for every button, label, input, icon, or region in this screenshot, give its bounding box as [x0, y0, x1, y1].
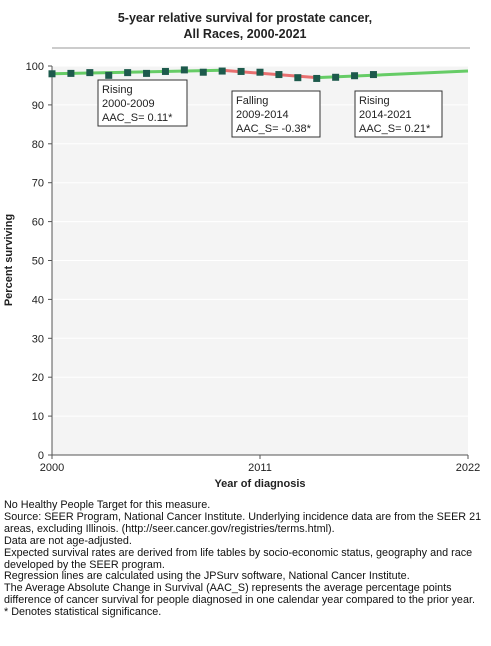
annotation-text: Falling — [236, 95, 268, 107]
x-tick-label: 2022 — [456, 462, 480, 474]
data-point — [199, 68, 207, 76]
data-point — [161, 67, 169, 75]
x-tick-label: 2000 — [40, 462, 64, 474]
y-tick-label: 90 — [32, 100, 44, 112]
data-point — [351, 72, 359, 80]
annotation-text: 2000-2009 — [102, 98, 155, 110]
x-tick-label: 2011 — [248, 462, 272, 474]
data-point — [369, 71, 377, 79]
data-point — [86, 69, 94, 77]
y-tick-label: 60 — [32, 217, 44, 229]
trend-line — [51, 68, 223, 76]
data-point — [218, 67, 226, 75]
x-axis-title: Year of diagnosis — [214, 478, 305, 490]
data-point — [294, 74, 302, 82]
y-tick-label: 10 — [32, 411, 44, 423]
footnotes: No Healthy People Target for this measur… — [4, 499, 490, 619]
annotation-text: 2009-2014 — [236, 109, 289, 121]
data-point — [275, 71, 283, 79]
data-point — [332, 73, 340, 81]
y-tick-label: 80 — [32, 139, 44, 151]
y-tick-label: 30 — [32, 333, 44, 345]
chart-title: 5-year relative survival for prostate ca… — [118, 11, 372, 25]
trend-line — [316, 69, 469, 80]
data-point — [256, 68, 264, 76]
chart-title: All Races, 2000-2021 — [183, 27, 306, 41]
data-point — [124, 69, 132, 77]
footnote: Expected survival rates are derived from… — [4, 546, 473, 571]
footnote: The Average Absolute Change in Survival … — [4, 582, 475, 607]
annotation: Falling 2009-2014 AAC_S= -0.38* — [231, 90, 321, 138]
annotation-text: AAC_S= 0.11* — [102, 112, 173, 124]
annotation-box — [97, 79, 188, 127]
y-axis-title: Percent surviving — [3, 214, 15, 306]
footnote: No Healthy People Target for this measur… — [4, 499, 211, 511]
annotation-box — [354, 90, 443, 138]
footnote: Source: SEER Program, National Cancer In… — [4, 510, 482, 535]
data-point — [143, 69, 151, 77]
y-tick-label: 100 — [26, 61, 44, 73]
footnote: Data are not age-adjusted. — [4, 534, 132, 547]
data-point — [48, 70, 56, 78]
y-tick-label: 40 — [32, 294, 44, 306]
annotation-text: Rising — [102, 84, 133, 96]
chart: 5-year relative survival for prostate ca… — [3, 11, 480, 490]
data-point — [313, 74, 321, 82]
y-tick-label: 50 — [32, 256, 44, 268]
annotation: Rising 2000-2009 AAC_S= 0.11* — [97, 79, 188, 127]
annotation-text: AAC_S= -0.38* — [236, 123, 312, 135]
y-tick-label: 70 — [32, 178, 44, 190]
y-tick-label: 20 — [32, 372, 44, 384]
annotation-text: 2014-2021 — [359, 109, 412, 121]
annotation-box — [231, 90, 321, 138]
footnote: * Denotes statistical significance. — [4, 606, 162, 619]
y-tick-label: 0 — [38, 450, 44, 462]
data-point — [67, 69, 75, 77]
annotation-text: AAC_S= 0.21* — [359, 123, 431, 135]
footnote: Regression lines are calculated using th… — [4, 570, 410, 583]
data-point — [180, 66, 188, 74]
annotation-text: Rising — [359, 95, 390, 107]
data-point — [237, 67, 245, 75]
data-point — [105, 71, 113, 79]
annotation: Rising 2014-2021 AAC_S= 0.21* — [354, 90, 443, 138]
